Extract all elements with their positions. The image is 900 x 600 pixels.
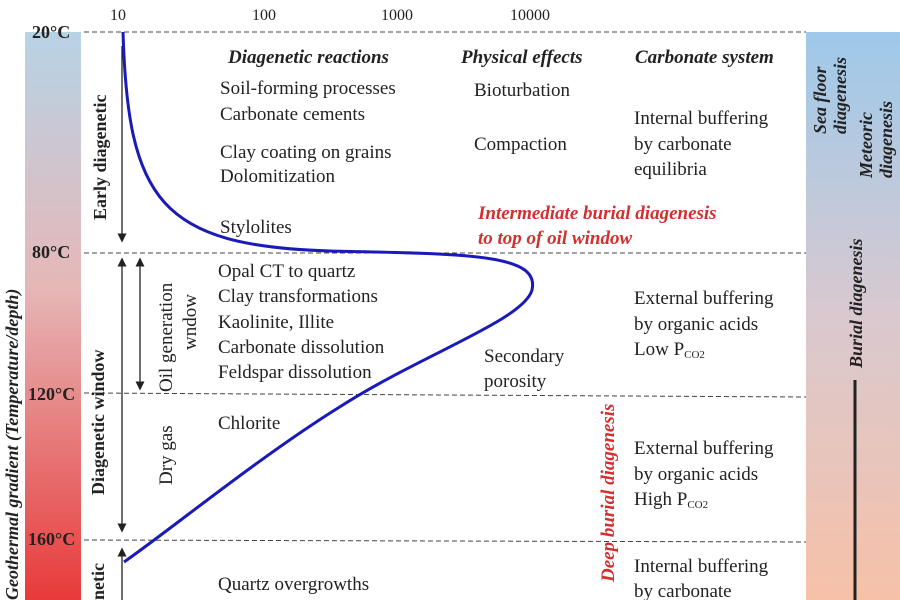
diagenetic-window-label: Diagenetic window (88, 350, 108, 496)
reaction-chlorite: Chlorite (218, 413, 280, 434)
scale-tick-100: 100 (252, 7, 276, 24)
scale-tick-1000: 1000 (381, 7, 413, 24)
carbonate-external-high-a: External buffering (634, 438, 774, 459)
late-diagenetic-label: netic (88, 563, 108, 600)
reaction-opal: Opal CT to quartz (218, 261, 355, 282)
reaction-clay-coating: Clay coating on grains (220, 142, 392, 163)
co2-subscript: CO2 (687, 499, 708, 511)
reaction-stylolites: Stylolites (220, 217, 292, 238)
temp-line-160 (83, 539, 807, 543)
reaction-carbonate-dissolution: Carbonate dissolution (218, 337, 385, 358)
header-physical: Physical effects (460, 47, 583, 68)
carbonate-external-high-c: High PCO2 (634, 489, 708, 511)
early-diagenetic-label: Early diagenetic (90, 95, 110, 220)
sea-floor-label-b: diagenesis (830, 57, 850, 134)
reaction-feldspar: Feldspar dissolution (218, 362, 372, 383)
co2-subscript: CO2 (684, 349, 705, 361)
geothermal-gradient-label: Geothermal gradient (Temperature/depth) (2, 289, 23, 600)
intermediate-burial-label: Intermediate burial diagenesis (477, 203, 717, 224)
reaction-dolomitization: Dolomitization (220, 166, 336, 187)
reaction-clay-transformations: Clay transformations (218, 286, 378, 307)
sea-floor-label-a: Sea floor (810, 66, 830, 134)
carbonate-internal-1b: by carbonate (634, 134, 732, 155)
reaction-quartz-overgrowths: Quartz overgrowths (218, 574, 369, 595)
porosity-curve (121, 31, 535, 564)
oil-generation-label: Oil generation (156, 282, 177, 392)
oil-window-top-label: to top of oil window (478, 228, 632, 249)
physical-secondary: Secondary (484, 346, 565, 367)
temp-label-20: 20°C (32, 22, 70, 42)
temp-label-120: 120°C (28, 384, 75, 404)
temperature-gradient-bar (25, 32, 81, 600)
carbonate-external-high-b: by organic acids (634, 464, 758, 485)
carbonate-external-low-b: by organic acids (634, 314, 758, 335)
carbonate-external-low-a: External buffering (634, 288, 774, 309)
temp-label-80: 80°C (32, 242, 70, 262)
meteoric-label-a: Meteoric (856, 112, 876, 179)
carbonate-internal-2a: Internal buffering (634, 556, 769, 577)
reaction-soil: Soil-forming processes (220, 78, 396, 99)
header-reactions: Diagenetic reactions (227, 47, 389, 68)
diagenesis-gradient-bar (806, 32, 900, 600)
temp-label-160: 160°C (28, 529, 75, 549)
oil-window-label: wndow (180, 294, 201, 350)
scale-tick-10: 10 (110, 7, 126, 24)
burial-diagenesis-label: Burial diagenesis (846, 238, 866, 369)
physical-compaction: Compaction (474, 134, 567, 155)
carbonate-internal-1a: Internal buffering (634, 108, 769, 129)
meteoric-label-b: diagenesis (876, 101, 896, 178)
physical-porosity: porosity (484, 371, 547, 392)
deep-burial-label: Deep burial diagenesis (598, 404, 619, 583)
header-carbonate: Carbonate system (635, 47, 774, 68)
reaction-kaolinite: Kaolinite, Illite (218, 312, 334, 333)
physical-bioturbation: Bioturbation (474, 80, 571, 101)
temp-line-120 (83, 392, 807, 398)
reaction-carbonate-cements: Carbonate cements (220, 104, 365, 125)
dry-gas-label: Dry gas (156, 425, 177, 485)
carbonate-external-low-c: Low PCO2 (634, 339, 705, 361)
carbonate-internal-2b: by carbonate (634, 581, 732, 600)
scale-tick-10000: 10000 (510, 7, 550, 24)
carbonate-internal-1c: equilibria (634, 159, 707, 180)
